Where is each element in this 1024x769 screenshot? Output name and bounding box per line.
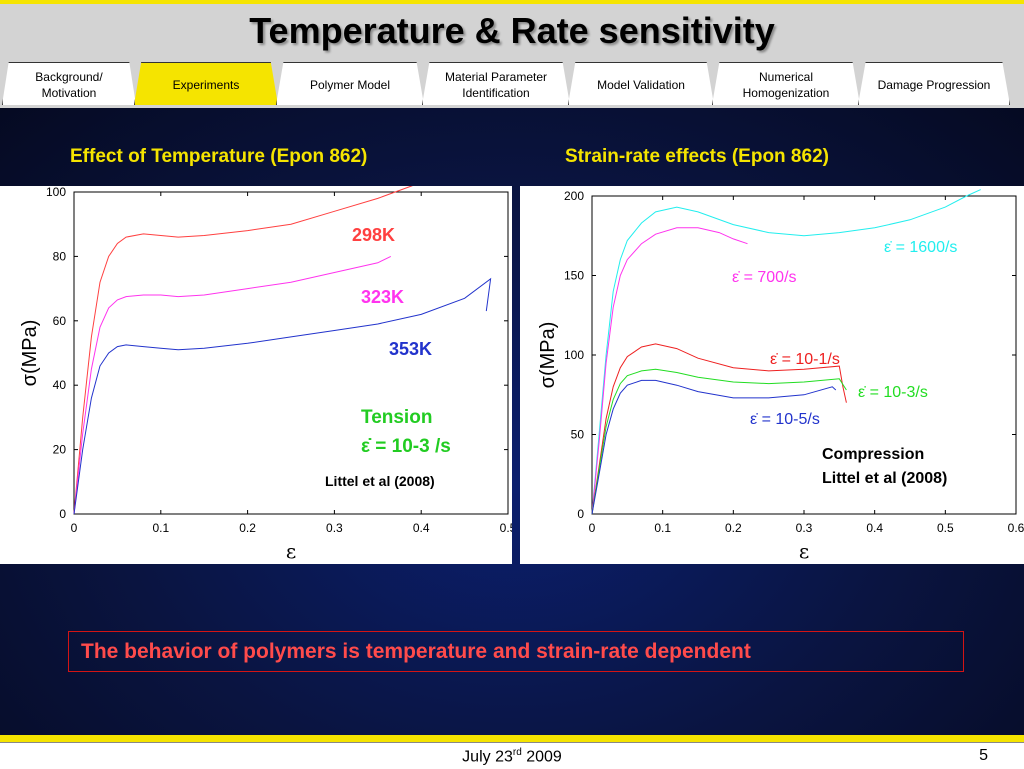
series-line-4 (591, 379, 837, 515)
x-tick-label: 0.5 (937, 521, 954, 535)
y-axis-label: σ(MPa) (19, 320, 41, 387)
right-chart-heading: Strain-rate effects (Epon 862) (565, 146, 829, 167)
plot-frame (73, 191, 509, 515)
series-label-2: ε̇ = 10-1/s (770, 351, 840, 368)
series-label-353k: 353K (389, 339, 432, 359)
y-tick-label: 100 (564, 348, 584, 362)
x-axis-label: ε (286, 539, 296, 563)
series-line-2 (73, 277, 492, 515)
loading-mode-label: Tension (361, 407, 432, 428)
series-line-1 (73, 255, 392, 515)
x-tick-label: 0.1 (152, 521, 169, 535)
series-label-4: ε̇ = 10-5/s (750, 411, 820, 428)
left-chart-heading: Effect of Temperature (Epon 862) (70, 146, 368, 167)
header-bar: Temperature & Rate sensitivity Backgroun… (0, 0, 1024, 108)
section-tabs: Background/ Motivation Experiments Polym… (0, 62, 1024, 108)
conclusion-box: The behavior of polymers is temperature … (68, 631, 964, 672)
temperature-chart-panel: 0 0.1 0.2 0.3 0.4 0.5 0 20 40 60 80 100 ε σ(MPa) 298K 3… (0, 186, 512, 564)
y-tick-label: 60 (53, 314, 67, 328)
series-label-323k: 323K (361, 287, 404, 307)
y-tick-label: 80 (53, 249, 67, 263)
y-tick-label: 40 (53, 378, 67, 392)
tab-damage-progression[interactable]: Damage Progression (858, 62, 1010, 105)
tab-experiments[interactable]: Experiments (134, 62, 278, 105)
x-tick-label: 0.4 (413, 521, 430, 535)
x-tick-label: 0.3 (796, 521, 813, 535)
y-tick-label: 20 (53, 443, 67, 457)
x-tick-label: 0.2 (725, 521, 742, 535)
tab-background-motivation[interactable]: Background/ Motivation (2, 62, 136, 105)
footer: July 23rd 2009 5 (0, 742, 1024, 769)
series-line-0 (591, 189, 981, 515)
reference-label: Littel et al (2008) (822, 470, 947, 487)
series-line-2 (591, 343, 847, 515)
x-tick-label: 0 (71, 521, 78, 535)
strain-rate-chart: 0 0.1 0.2 0.3 0.4 0.5 0.6 0 50 100 150 200 ε σ(MPa) ε̇… (537, 189, 1024, 563)
slide-title: Temperature & Rate sensitivity (249, 10, 775, 51)
series-label-0: ε̇ = 1600/s (884, 239, 957, 256)
loading-mode-label: Compression (822, 446, 924, 463)
series-line-1 (591, 227, 748, 515)
x-tick-label: 0.6 (1008, 521, 1024, 535)
x-tick-label: 0.1 (654, 521, 671, 535)
series-line-0 (73, 186, 413, 515)
y-tick-label: 200 (564, 189, 584, 203)
tab-polymer-model[interactable]: Polymer Model (276, 62, 424, 105)
x-tick-label: 0.4 (866, 521, 883, 535)
tab-numerical-homogenization[interactable]: Numerical Homogenization (712, 62, 860, 105)
strain-rate-label: ε̇ = 10-3 /s (361, 436, 451, 457)
temperature-chart: 0 0.1 0.2 0.3 0.4 0.5 0 20 40 60 80 100 ε σ(MPa) 298K 3… (19, 186, 512, 563)
x-tick-label: 0.2 (239, 521, 256, 535)
x-tick-label: 0.3 (326, 521, 343, 535)
y-tick-label: 150 (564, 269, 584, 283)
tab-model-validation[interactable]: Model Validation (568, 62, 714, 105)
x-tick-label: 0.5 (500, 521, 512, 535)
strain-rate-chart-panel: 0 0.1 0.2 0.3 0.4 0.5 0.6 0 50 100 150 200 ε σ(MPa) ε̇… (520, 186, 1024, 564)
series-label-3: ε̇ = 10-3/s (858, 384, 928, 401)
y-axis-label: σ(MPa) (537, 322, 559, 389)
y-tick-label: 50 (571, 428, 585, 442)
x-tick-label: 0 (589, 521, 596, 535)
tab-material-parameter-identification[interactable]: Material Parameter Identification (422, 62, 570, 105)
y-tick-label: 100 (46, 186, 66, 199)
y-tick-label: 0 (577, 507, 584, 521)
footer-accent-bar (0, 735, 1024, 742)
x-axis-label: ε (799, 539, 809, 563)
presentation-date: July 23rd 2009 (462, 747, 562, 766)
reference-label: Littel et al (2008) (325, 473, 435, 489)
series-label-298k: 298K (352, 225, 395, 245)
series-label-1: ε̇ = 700/s (732, 269, 797, 286)
y-tick-label: 0 (59, 507, 66, 521)
series-line-3 (591, 368, 847, 515)
page-number: 5 (979, 747, 988, 764)
